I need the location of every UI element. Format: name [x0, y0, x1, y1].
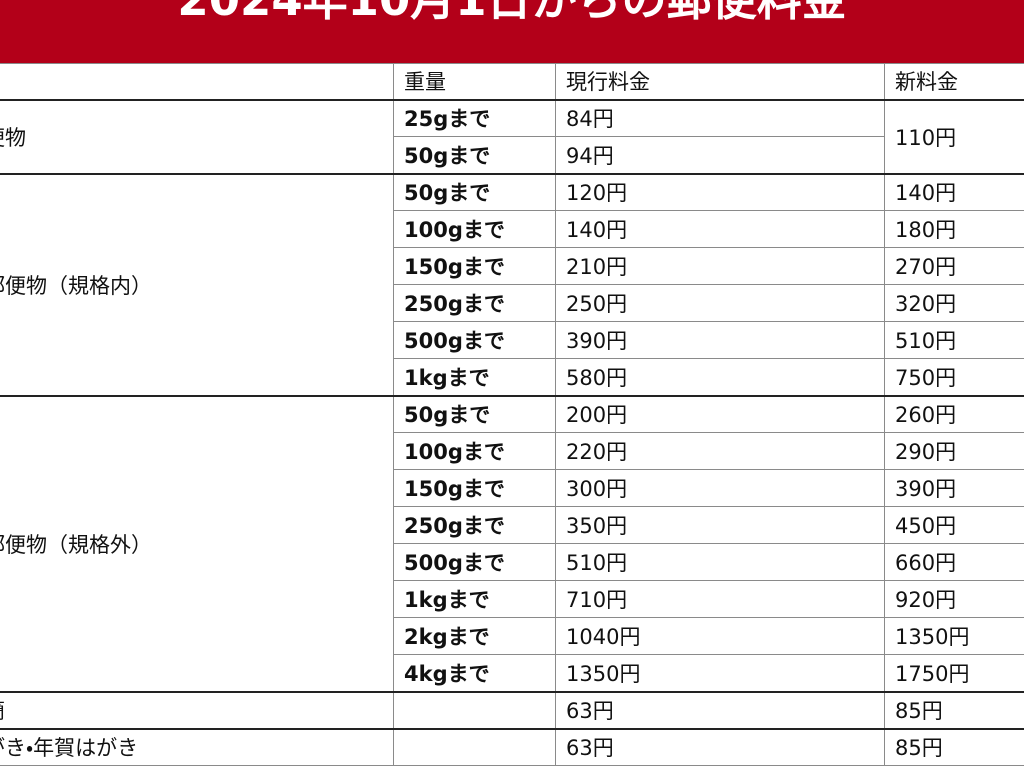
cell-new-fee: 750円	[884, 358, 1024, 396]
cell-current-fee: 250円	[555, 284, 885, 322]
cell-weight: 150gまで	[393, 469, 556, 507]
cell-current-fee: 1040円	[555, 617, 885, 655]
cell-weight: 500gまで	[393, 543, 556, 581]
cell-kind: 定形外郵便物（規格内）	[0, 172, 394, 396]
cell-current-fee: 390円	[555, 321, 885, 359]
cell-current-fee: 140円	[555, 210, 885, 248]
cell-current-fee: 300円	[555, 469, 885, 507]
cell-weight: 150gまで	[393, 247, 556, 285]
column-header-weight: 重量	[393, 63, 556, 100]
cell-new-fee: 260円	[884, 394, 1024, 433]
rate-table-container: 種別 重量 現行料金 新料金 定形郵便物25gまで84円110円50gまで94円…	[0, 63, 1024, 768]
cell-new-fee: 320円	[884, 284, 1024, 322]
cell-new-fee: 660円	[884, 543, 1024, 581]
table-row: 100gまで 220円 290円	[0, 432, 1024, 470]
cell-weight: 1kgまで	[393, 358, 556, 396]
table-row: 定形郵便物25gまで84円110円	[0, 98, 1024, 174]
cell-current-fee: 510円	[555, 543, 885, 581]
cell-current-fee: 350円	[555, 506, 885, 544]
cell-weight: 100gまで	[393, 432, 556, 470]
cell-kind: 郵便書簡	[0, 690, 394, 729]
cell-weight: 100gまで	[393, 210, 556, 248]
cell-weight: 500gまで	[393, 321, 556, 359]
table-row: 500gまで 510円 660円	[0, 543, 1024, 581]
table-header: 種別 重量 現行料金 新料金	[0, 63, 1024, 100]
cell-new-fee: 390円	[884, 469, 1024, 507]
cell-new-fee: 85円	[884, 727, 1024, 766]
cell-weight: 250gまで	[393, 506, 556, 544]
cell-weight: 250gまで	[393, 284, 556, 322]
table-row: 1kgまで 710円 920円	[0, 580, 1024, 618]
table-row: 50gまで 94円	[0, 136, 1024, 174]
cell-weight	[393, 727, 556, 766]
cell-weight	[393, 690, 556, 729]
cell-kind: 通常はがき・年賀はがき	[0, 727, 394, 766]
cell-current-fee: 120円	[555, 172, 885, 211]
cell-current-fee: 1350円	[555, 654, 885, 692]
header-row: 種別 重量 現行料金 新料金	[0, 63, 1024, 100]
cell-new-fee: 270円	[884, 247, 1024, 285]
cell-current-fee: 94円	[555, 136, 885, 174]
postal-rate-table: 種別 重量 現行料金 新料金 定形郵便物25gまで84円110円50gまで94円…	[0, 63, 1024, 766]
cell-weight: 50gまで	[393, 394, 556, 433]
cell-current-fee: 220円	[555, 432, 885, 470]
table-row: 150gまで 300円 390円	[0, 469, 1024, 507]
page-title: 2024年10月1日からの郵便料金	[0, 0, 1024, 31]
cell-current-fee: 210円	[555, 247, 885, 285]
cell-current-fee: 710円	[555, 580, 885, 618]
cell-weight: 50gまで	[393, 172, 556, 211]
table-row: 150gまで 210円 270円	[0, 247, 1024, 285]
column-header-kind: 種別	[0, 63, 394, 100]
cell-kind: 定形郵便物	[0, 98, 394, 174]
cell-current-fee: 200円	[555, 394, 885, 433]
cell-current-fee: 580円	[555, 358, 885, 396]
cell-new-fee: 1350円	[884, 617, 1024, 655]
cell-current-fee: 63円	[555, 690, 885, 729]
cell-new-fee: 920円	[884, 580, 1024, 618]
table-body: 定形郵便物25gまで84円110円50gまで94円定形外郵便物（規格内）50gま…	[0, 98, 1024, 766]
cell-new-fee: 510円	[884, 321, 1024, 359]
cell-new-fee: 140円	[884, 172, 1024, 211]
cell-new-fee: 450円	[884, 506, 1024, 544]
cell-kind: 定形外郵便物（規格外）	[0, 394, 394, 692]
cell-new-fee: 180円	[884, 210, 1024, 248]
title-banner: 2024年10月1日からの郵便料金	[0, 0, 1024, 63]
cell-weight: 2kgまで	[393, 617, 556, 655]
table-row: 250gまで 350円 450円	[0, 506, 1024, 544]
cell-new-fee: 110円	[884, 98, 1024, 174]
cell-current-fee: 63円	[555, 727, 885, 766]
column-header-current-fee: 現行料金	[555, 63, 885, 100]
cell-new-fee: 85円	[884, 690, 1024, 729]
cell-weight: 1kgまで	[393, 580, 556, 618]
table-row: 250gまで 250円 320円	[0, 284, 1024, 322]
table-row: 2kgまで 1040円 1350円	[0, 617, 1024, 655]
cell-new-fee: 290円	[884, 432, 1024, 470]
table-row: 100gまで 140円 180円	[0, 210, 1024, 248]
cell-current-fee: 84円	[555, 98, 885, 137]
cell-weight: 50gまで	[393, 136, 556, 174]
column-header-new-fee: 新料金	[884, 63, 1024, 100]
cell-weight: 4kgまで	[393, 654, 556, 692]
cell-weight: 25gまで	[393, 98, 556, 137]
cell-new-fee: 1750円	[884, 654, 1024, 692]
